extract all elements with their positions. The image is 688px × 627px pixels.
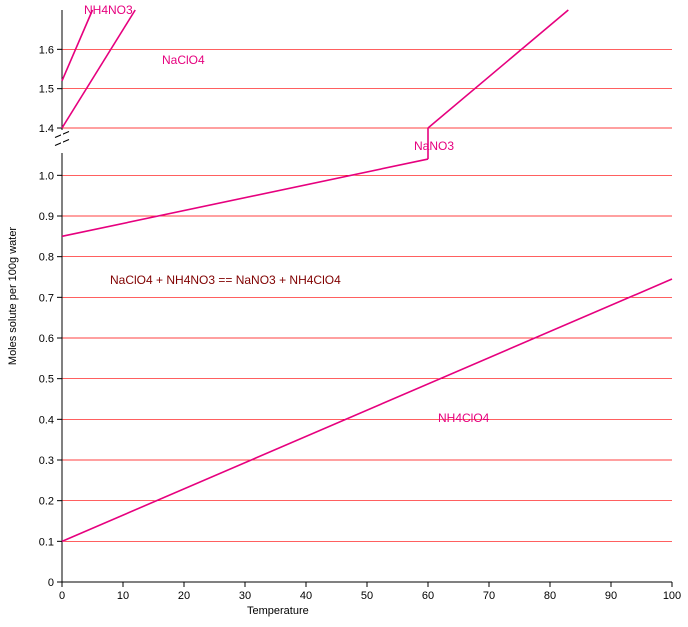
series-label: NaClO4 (162, 53, 205, 67)
series-label: NaNO3 (414, 139, 454, 153)
y-tick-label: 0.5 (39, 374, 54, 386)
x-tick-label: 50 (361, 590, 373, 602)
x-tick-label: 100 (663, 590, 681, 602)
x-tick-label: 40 (300, 590, 312, 602)
y-axis-label: Moles solute per 100g water (7, 227, 19, 366)
series-label: NH4NO3 (84, 3, 133, 17)
y-tick-label: 0.9 (39, 211, 54, 223)
equation-text: NaClO4 + NH4NO3 == NaNO3 + NH4ClO4 (110, 273, 341, 287)
y-tick-label: 1.5 (39, 84, 54, 96)
y-tick-label: 1.4 (39, 123, 54, 135)
x-tick-label: 30 (239, 590, 251, 602)
x-tick-label: 10 (117, 590, 129, 602)
solubility-chart: 0 10 20 30 40 50 60 70 80 90 100 Temperature 0 0.1 0.2… (0, 0, 688, 627)
y-tick-label: 0.7 (39, 292, 54, 304)
x-tick-label: 80 (544, 590, 556, 602)
y-tick-label: 0.2 (39, 496, 54, 508)
x-tick-label: 0 (59, 590, 65, 602)
y-tick-label: 1.0 (39, 170, 54, 182)
y-tick-label: 0.4 (39, 414, 54, 426)
y-tick-label: 0.1 (39, 536, 54, 548)
y-tick-label: 0.6 (39, 333, 54, 345)
x-tick-label: 70 (483, 590, 495, 602)
y-tick-label: 0 (48, 577, 54, 589)
x-axis-label: Temperature (247, 605, 309, 617)
x-tick-label: 20 (178, 590, 190, 602)
chart-svg: 0 10 20 30 40 50 60 70 80 90 100 Temperature 0 0.1 0.2… (0, 0, 688, 627)
x-tick-label: 90 (605, 590, 617, 602)
y-tick-label: 0.3 (39, 455, 54, 467)
x-tick-label: 60 (422, 590, 434, 602)
series-label: NH4ClO4 (438, 411, 490, 425)
y-tick-label: 1.6 (39, 44, 54, 56)
y-tick-label: 0.8 (39, 252, 54, 264)
